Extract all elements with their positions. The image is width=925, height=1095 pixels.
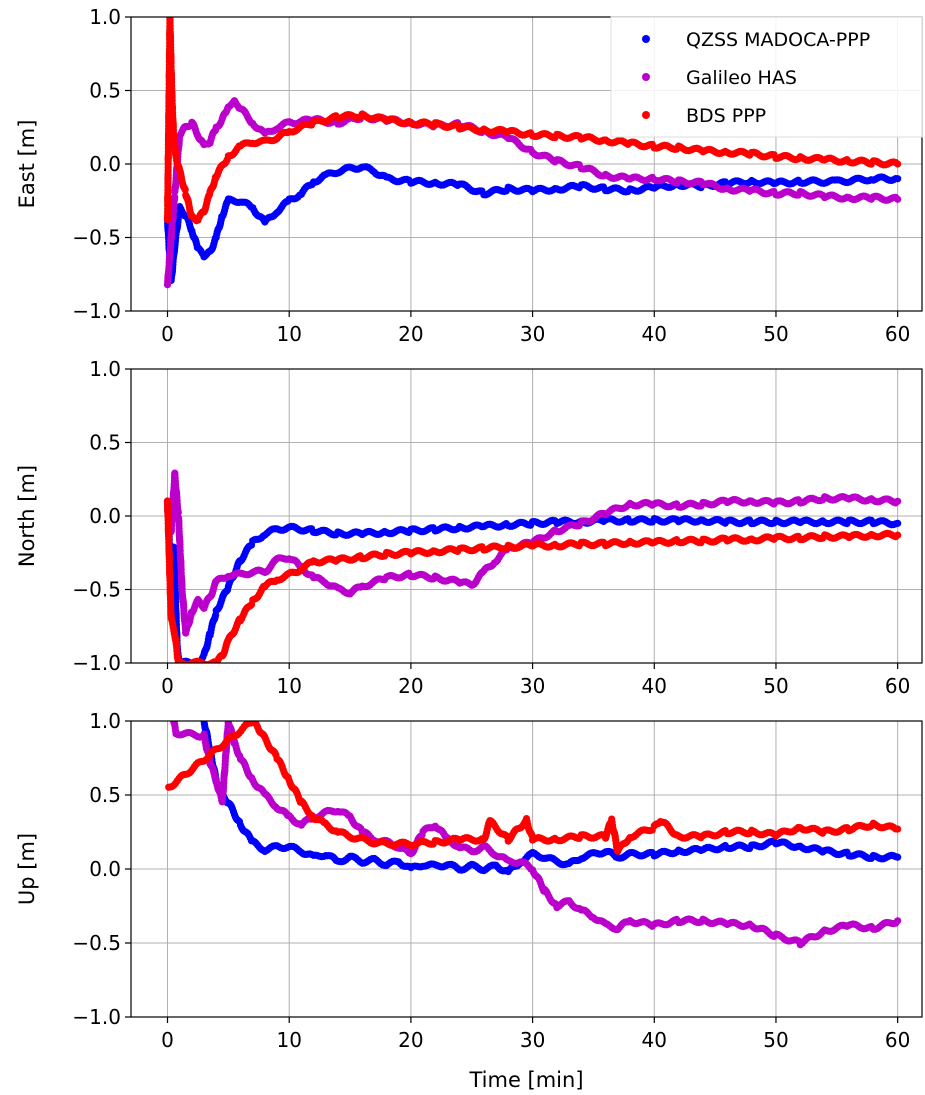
- legend: QZSS MADOCA-PPP Galileo HAS BDS PPP: [610, 16, 923, 138]
- data-point: [894, 519, 902, 527]
- panel-north: 0 10 20 30 40 50 60 −1.0 −0.5 0.0 0.5 1.0 North [m]: [15, 357, 923, 698]
- x-tick-label: 10: [276, 322, 301, 346]
- x-tick-label: 50: [763, 322, 788, 346]
- x-tick-label: 20: [398, 674, 423, 698]
- x-tick-label: 40: [642, 674, 667, 698]
- x-tick-label: 30: [520, 674, 545, 698]
- legend-entry: BDS PPP: [686, 105, 766, 127]
- data-point: [894, 195, 902, 203]
- plot-area: [165, 721, 902, 949]
- y-tick-label: −1.0: [72, 1005, 121, 1029]
- y-tick-label: 1.0: [89, 709, 121, 733]
- data-point: [894, 497, 902, 505]
- x-tick-label: 60: [885, 322, 910, 346]
- data-point: [181, 186, 189, 194]
- y-tick-label: 0.5: [89, 79, 121, 103]
- legend-entry: QZSS MADOCA-PPP: [686, 29, 870, 51]
- panel-up: 0 10 20 30 40 50 60 −1.0 −0.5 0.0 0.5 1.0 Up [m] Time…: [15, 709, 923, 1092]
- y-tick-label: 1.0: [89, 357, 121, 381]
- data-point: [894, 175, 902, 183]
- x-tick-label: 50: [763, 674, 788, 698]
- y-tick-label: −0.5: [72, 578, 121, 602]
- x-tick-label: 10: [276, 1028, 301, 1052]
- y-axis-label: Up [m]: [15, 833, 39, 905]
- data-point: [894, 531, 902, 539]
- legend-box: [610, 16, 923, 138]
- legend-entry: Galileo HAS: [686, 67, 797, 89]
- y-tick-label: 0.0: [89, 857, 121, 881]
- x-tick-label: 40: [642, 322, 667, 346]
- plot-area: [163, 17, 902, 289]
- x-tick-label: 0: [161, 322, 174, 346]
- y-tick-label: −1.0: [72, 651, 121, 675]
- y-tick-label: −0.5: [72, 226, 121, 250]
- series-2: [163, 17, 902, 225]
- series-2: [163, 497, 902, 663]
- panel-east: 0 10 20 30 40 50 60 −1.0 −0.5 0.0 0.5 1.0 East [m]: [15, 5, 923, 346]
- y-tick-label: −1.0: [72, 299, 121, 323]
- y-tick-label: 0.0: [89, 152, 121, 176]
- x-tick-label: 60: [885, 1028, 910, 1052]
- legend-marker: [642, 35, 650, 43]
- x-tick-label: 10: [276, 674, 301, 698]
- data-point: [894, 825, 902, 833]
- data-point: [894, 853, 902, 861]
- y-tick-label: 1.0: [89, 5, 121, 29]
- x-tick-label: 40: [642, 1028, 667, 1052]
- series-1: [169, 721, 902, 949]
- series-2: [165, 721, 902, 855]
- x-tick-label: 20: [398, 1028, 423, 1052]
- legend-marker: [642, 111, 650, 119]
- x-tick-label: 60: [885, 674, 910, 698]
- series-0: [163, 497, 902, 663]
- y-tick-label: 0.5: [89, 783, 121, 807]
- x-tick-label: 30: [520, 1028, 545, 1052]
- y-tick-label: −0.5: [72, 931, 121, 955]
- y-axis-label: East [m]: [15, 120, 39, 209]
- series-0: [200, 721, 902, 876]
- y-axis-label: North [m]: [15, 465, 39, 567]
- y-tick-label: 0.0: [89, 504, 121, 528]
- data-point: [894, 160, 902, 168]
- x-tick-label: 20: [398, 322, 423, 346]
- data-point: [171, 193, 179, 201]
- legend-marker: [642, 73, 650, 81]
- x-axis-label: Time [min]: [468, 1068, 583, 1092]
- plot-area: [163, 469, 902, 663]
- x-tick-label: 0: [161, 1028, 174, 1052]
- x-tick-label: 50: [763, 1028, 788, 1052]
- x-tick-label: 0: [161, 674, 174, 698]
- data-point: [894, 917, 902, 925]
- y-tick-label: 0.5: [89, 431, 121, 455]
- x-tick-label: 30: [520, 322, 545, 346]
